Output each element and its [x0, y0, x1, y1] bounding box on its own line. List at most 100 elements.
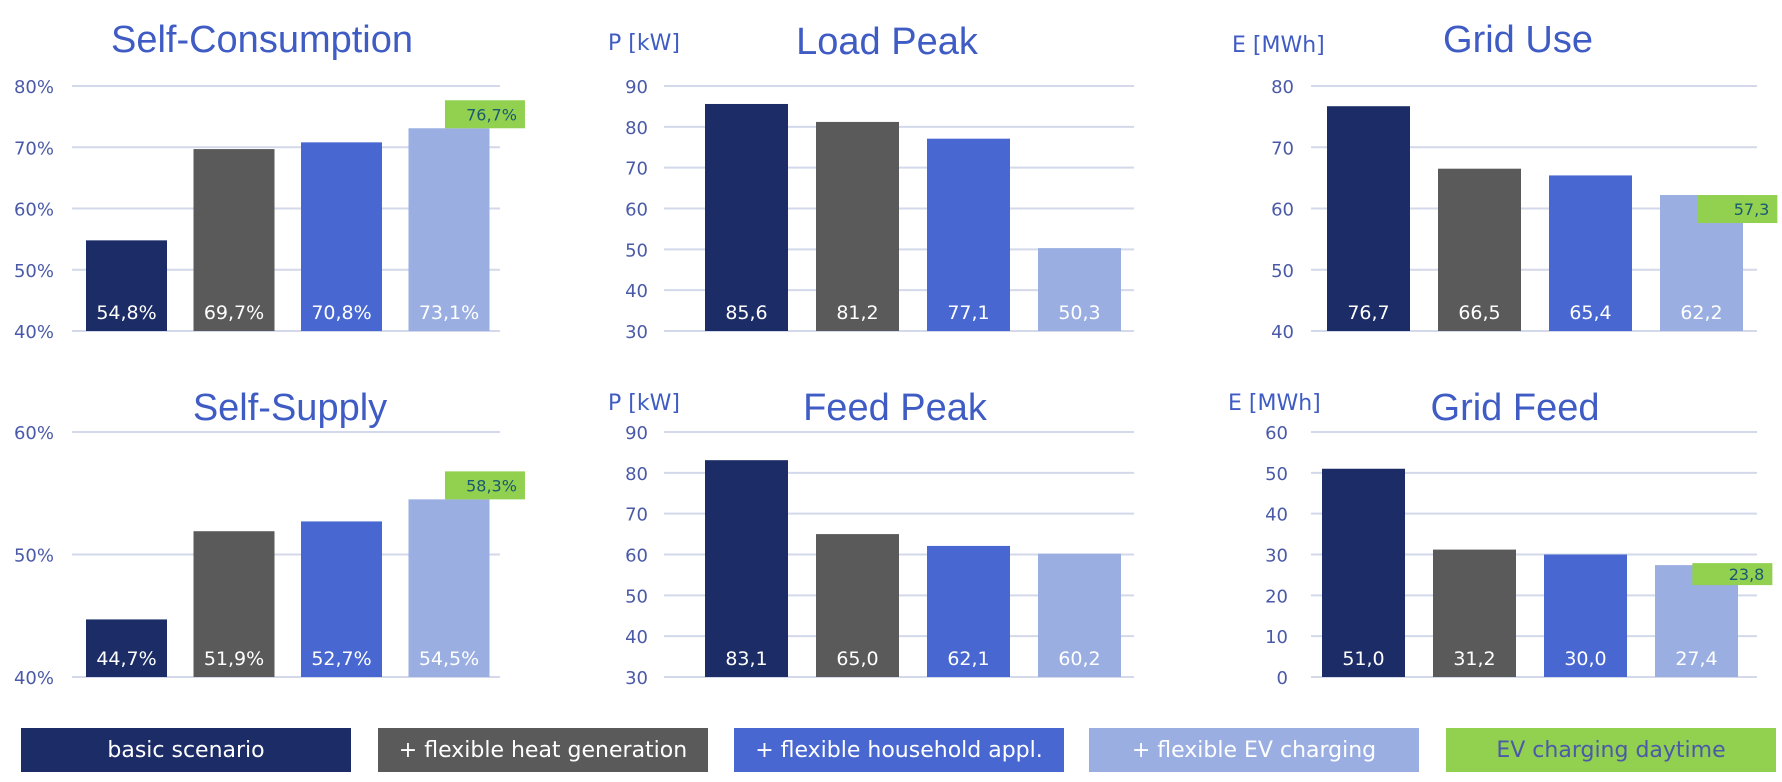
- bar: [705, 103, 788, 331]
- bar-value-label: 62,1: [947, 648, 989, 670]
- y-axis-unit: E [MWh]: [1228, 391, 1321, 416]
- chart-title: Self-Supply: [193, 387, 387, 429]
- chart-title: Load Peak: [796, 21, 979, 63]
- annotation-label: 58,3%: [466, 476, 517, 495]
- bar: [301, 142, 382, 331]
- legend-basic-scenario: basic scenario: [21, 728, 351, 772]
- bar: [1038, 553, 1121, 677]
- bar: [408, 128, 490, 331]
- y-tick-label: 50: [625, 240, 648, 261]
- annotation-label: 57,3: [1734, 200, 1770, 219]
- bar: [816, 534, 899, 677]
- y-tick-label: 20: [1265, 586, 1288, 607]
- y-tick-label: 60: [625, 200, 648, 221]
- y-tick-label: 50: [625, 586, 648, 607]
- legend-flexible-household-appl: + flexible household appl.: [734, 728, 1064, 772]
- y-axis-unit: P [kW]: [608, 391, 680, 416]
- y-tick-label: 60: [1271, 200, 1294, 221]
- legend-label: + flexible household appl.: [755, 737, 1043, 763]
- bar-value-label: 50,3: [1058, 302, 1100, 324]
- chart-self-consumption: 40% 50% 60% 70% 80% Self-Consumption 54,8% 69,7…: [14, 19, 525, 343]
- bar-value-label: 77,1: [947, 302, 989, 324]
- legend-label: + flexible EV charging: [1131, 737, 1377, 763]
- bar: [86, 619, 167, 677]
- y-tick-label: 80%: [14, 77, 54, 98]
- y-tick-label: 40%: [14, 322, 54, 343]
- chart-title: Self-Consumption: [111, 19, 413, 61]
- y-tick-label: 80: [1271, 77, 1294, 98]
- bar: [927, 138, 1010, 331]
- y-tick-label: 60: [1265, 423, 1288, 444]
- bar-value-label: 69,7%: [204, 302, 264, 324]
- y-tick-label: 30: [625, 668, 648, 689]
- bar: [193, 149, 275, 331]
- y-tick-label: 50%: [14, 261, 54, 282]
- y-axis-unit: P [kW]: [608, 31, 680, 56]
- y-tick-label: 0: [1277, 668, 1288, 689]
- chart-self-supply: 40% 50% 60% Self-Supply 44,7% 51,9% 52,7% 54,5%…: [14, 387, 525, 689]
- bar: [408, 499, 490, 677]
- y-tick-label: 70: [625, 505, 648, 526]
- y-tick-label: 40: [625, 281, 648, 302]
- y-tick-label: 70%: [14, 138, 54, 159]
- bar-value-label: 65,0: [836, 648, 878, 670]
- bar: [1438, 168, 1521, 331]
- legend-label: EV charging daytime: [1496, 737, 1726, 763]
- bar-value-label: 73,1%: [419, 302, 479, 324]
- y-tick-label: 30: [625, 322, 648, 343]
- bar-value-label: 66,5: [1458, 302, 1500, 324]
- chart-load-peak: 30 40 50 60 70 80 90 Load Peak P [kW] 85,6 81,2 77,…: [608, 21, 1134, 343]
- bar: [1322, 468, 1405, 677]
- y-tick-label: 30: [1265, 546, 1288, 567]
- legend-label: basic scenario: [107, 737, 265, 763]
- y-tick-label: 40: [625, 627, 648, 648]
- annotation-box: [444, 100, 525, 129]
- y-tick-label: 50: [1265, 464, 1288, 485]
- bar: [1549, 175, 1632, 331]
- chart-grid-use: 40 50 60 70 80 Grid Use E [MWh] 76,7 66,5 65,4 62,…: [1232, 19, 1778, 343]
- bar: [1327, 106, 1410, 332]
- chart-grid-feed: 0 10 20 30 40 50 60 Grid Feed E [MWh] 51,0 31,2 30,…: [1228, 387, 1773, 689]
- y-tick-label: 60%: [14, 200, 54, 221]
- y-tick-label: 40%: [14, 668, 54, 689]
- bar: [927, 545, 1010, 677]
- bar: [301, 521, 382, 677]
- bar-value-label: 70,8%: [311, 302, 371, 324]
- y-tick-label: 60: [625, 546, 648, 567]
- y-tick-label: 80: [625, 118, 648, 139]
- bar: [705, 460, 788, 677]
- y-tick-label: 60%: [14, 423, 54, 444]
- legend-flexible-ev-charging: + flexible EV charging: [1089, 728, 1419, 772]
- bar: [193, 531, 275, 677]
- bar-value-label: 44,7%: [96, 648, 156, 670]
- y-tick-label: 10: [1265, 627, 1288, 648]
- legend-flexible-heat-generation: + flexible heat generation: [378, 728, 708, 772]
- y-tick-label: 40: [1265, 505, 1288, 526]
- legend-label: + flexible heat generation: [398, 737, 688, 763]
- legend-ev-charging-daytime: EV charging daytime: [1446, 728, 1776, 772]
- annotation-label: 23,8: [1729, 565, 1765, 584]
- y-tick-label: 40: [1271, 322, 1294, 343]
- y-tick-label: 70: [625, 159, 648, 180]
- chart-title: Grid Feed: [1431, 387, 1600, 429]
- bar-value-label: 54,8%: [96, 302, 156, 324]
- y-tick-label: 90: [625, 423, 648, 444]
- chart-title: Feed Peak: [803, 387, 988, 429]
- y-tick-label: 50: [1271, 261, 1294, 282]
- annotation-box: [1692, 563, 1773, 586]
- bar-value-label: 31,2: [1453, 648, 1495, 670]
- bar-value-label: 54,5%: [419, 648, 479, 670]
- bar-value-label: 62,2: [1680, 302, 1722, 324]
- bar-value-label: 27,4: [1675, 648, 1717, 670]
- bar-value-label: 65,4: [1569, 302, 1611, 324]
- y-axis-unit: E [MWh]: [1232, 33, 1325, 58]
- bar-value-label: 85,6: [725, 302, 767, 324]
- bar: [86, 240, 167, 331]
- annotation-label: 76,7%: [466, 105, 517, 124]
- bar-value-label: 81,2: [836, 302, 878, 324]
- y-tick-label: 70: [1271, 138, 1294, 159]
- y-tick-label: 50%: [14, 546, 54, 567]
- bar-value-label: 51,0: [1342, 648, 1384, 670]
- annotation-box: [444, 471, 525, 500]
